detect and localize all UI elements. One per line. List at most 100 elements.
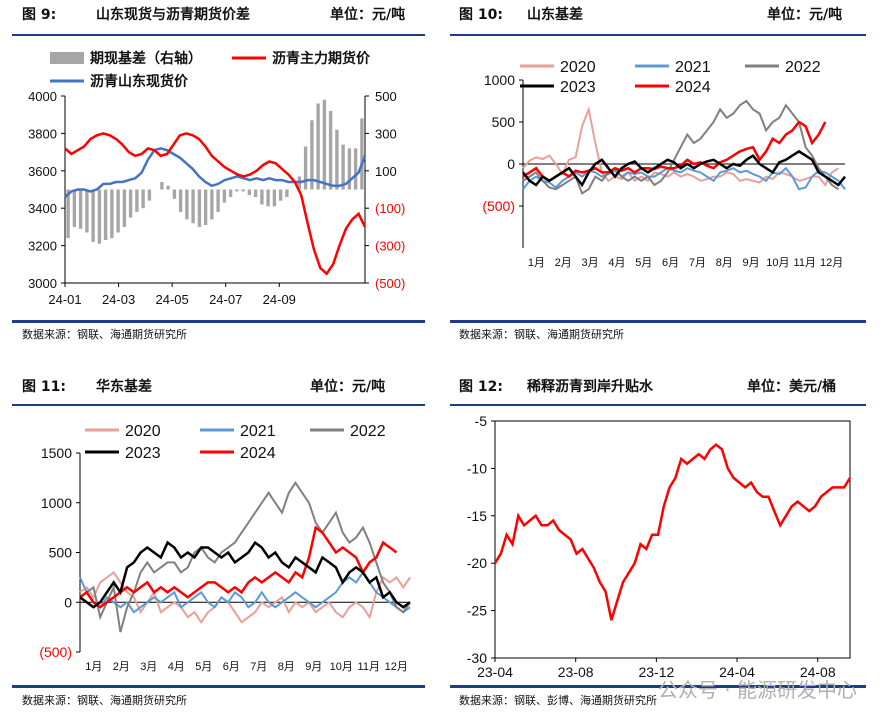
y-tick-label: 500 [492,114,516,130]
basis-bar [210,189,214,220]
title-rule [450,404,866,406]
y-tick-label: -25 [467,603,487,619]
basis-bar [78,189,83,229]
basis-bar [222,189,227,203]
basis-bar [128,189,133,218]
x-tick-label: 11月 [794,257,816,269]
basis-bar [66,189,70,239]
series-line-2023 [79,540,411,609]
series-line-2023 [522,149,846,188]
x-tick-label: 23-12 [638,664,674,680]
legend-label: 2024 [675,79,711,96]
basis-bar [228,189,233,197]
source-note: 数据来源：钢联、海通期货研究所 [22,328,187,341]
chart-unit: 单位：元/吨 [767,7,843,23]
y-tick-label-left: 3400 [28,201,57,216]
x-tick-label: 8月 [278,661,295,673]
basis-bar [241,189,245,192]
legend-label: 沥青主力期货价 [272,50,371,66]
legend-label: 2023 [560,79,596,96]
x-tick-label: 23-08 [558,664,594,680]
basis-bar [85,189,89,233]
source-note: 数据来源：钢联、海通期货研究所 [22,694,187,707]
basis-bar [135,189,139,212]
y-tick-label-left: 3600 [28,164,57,179]
legend-label: 2021 [675,59,711,76]
basis-bar [178,189,183,212]
basis-bar [103,189,108,240]
basis-bar [341,144,345,190]
y-tick-label-left: 4000 [28,89,57,104]
x-tick-label: 6月 [223,661,240,673]
y-tick-label: 1000 [484,72,515,88]
x-tick-label: 24-01 [48,292,81,307]
basis-bar [266,189,270,207]
figure-label: 图 11: [22,379,66,395]
basis-bar [260,189,264,205]
series-line-futures [64,132,367,276]
basis-bar [197,189,202,227]
chart-title-row: 图 10: 山东基差 单位：元/吨 [459,4,879,26]
legend-label: 2020 [125,423,161,440]
x-tick-label: 1月 [528,257,545,269]
y-tick-label: 500 [49,545,73,561]
basis-bar [235,189,239,192]
figure-label: 图 12: [459,379,503,395]
basis-bar [310,120,314,190]
x-tick-label: 6月 [662,257,679,269]
basis-bar [72,189,77,227]
basis-bar [91,189,95,242]
x-tick-label: 4月 [608,257,625,269]
y-tick-label: 1000 [41,495,72,511]
source-rule [12,320,425,323]
x-tick-label: 1月 [85,661,102,673]
y-tick-label: -10 [467,460,487,476]
plot-frame [494,420,851,659]
basis-bar [278,189,283,201]
y-tick-label: 1500 [41,445,72,461]
basis-bar [322,99,327,190]
x-tick-label: 2月 [555,257,572,269]
chart-title: 华东基差 [96,379,152,395]
chart-unit: 单位：美元/桶 [747,379,837,395]
title-rule [450,34,866,36]
legend-label: 2024 [240,445,276,462]
y-tick-label-right: (100) [375,201,405,216]
legend-label: 2022 [350,423,386,440]
y-tick-label: -20 [467,555,487,571]
chart-title: 稀释沥青到岸升贴水 [527,379,653,395]
x-tick-label: 24-09 [263,292,296,307]
basis-bar [166,185,170,190]
y-tick-label: 0 [507,156,515,172]
chart-unit: 单位：元/吨 [310,379,386,395]
y-tick-label: (500) [39,644,72,660]
chart-title-row: 图 12: 稀释沥青到岸升贴水 单位：美元/桶 [459,376,879,398]
source-rule [450,685,866,688]
chart-panel-10: 图 10: 山东基差 单位：元/吨 2020 2021 2022 2023 2024 10… [445,0,887,345]
y-tick-label: -15 [467,508,487,524]
figure-label: 图 10: [459,7,503,23]
series-line [493,443,852,621]
basis-bar [253,189,258,197]
chart-panel-12: 图 12: 稀释沥青到岸升贴水 单位：美元/桶 -5 -10 -15 -20 -25 -3… [445,372,887,725]
basis-bar [147,189,152,201]
x-tick-label: 24-07 [209,292,242,307]
basis-bar [360,118,364,190]
x-tick-label: 23-04 [477,664,513,680]
y-tick-label-right: (300) [375,239,405,254]
series-line-2021 [79,570,411,614]
x-tick-label: 2月 [113,661,130,673]
legend-swatch-basis [50,52,84,64]
chart-unit: 单位：元/吨 [330,7,406,23]
chart-title-row: 图 11: 华东基差 单位：元/吨 [22,376,422,398]
basis-bar [141,189,145,209]
y-tick-label-left: 3200 [28,239,57,254]
y-tick-label: -30 [467,650,487,666]
x-tick-label: 5月 [635,257,652,269]
basis-bar [353,148,358,190]
y-tick-label-right: 300 [375,126,397,141]
x-tick-label: 7月 [250,661,267,673]
x-tick-label: 5月 [195,661,212,673]
